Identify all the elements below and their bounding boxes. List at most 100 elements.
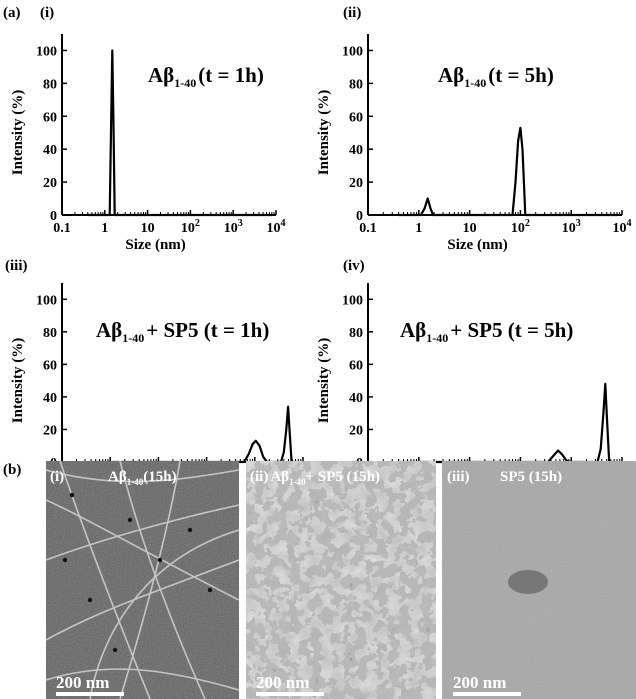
panel-label: (iii) xyxy=(5,258,28,274)
particle xyxy=(157,557,163,563)
y-axis-label: Intensity (%) xyxy=(316,338,332,423)
y-axis-label: Intensity (%) xyxy=(10,338,26,423)
tem-labels: (i) Aβ1-40(15h) 200 nm (ii) Aβ1-40+ SP5 (15h… xyxy=(50,469,562,696)
scale-bar-label: 200 nm xyxy=(56,673,109,692)
y-tick-label: 0 xyxy=(50,209,57,224)
fibril-strands xyxy=(46,461,239,699)
scale-bar xyxy=(56,692,124,696)
y-tick-label: 80 xyxy=(43,326,57,341)
x-tick-label: 103 xyxy=(224,218,243,236)
x-tick-label: 1 xyxy=(415,221,422,236)
chart-title: Aβ1-40+ SP5 (t = 5h) xyxy=(400,318,573,345)
particle xyxy=(187,527,193,533)
fibril xyxy=(46,668,239,691)
x-tick-label: 0.1 xyxy=(359,221,377,236)
fibril xyxy=(46,499,239,601)
part-a-label: (a) xyxy=(3,5,21,21)
x-tick-label: 103 xyxy=(562,218,581,236)
part-b-label: (b) xyxy=(3,462,21,478)
dark-particles xyxy=(62,492,213,653)
y-tick-label: 60 xyxy=(349,358,363,373)
y-tick-label: 40 xyxy=(43,143,57,158)
tem-panel-label: (ii) xyxy=(250,469,268,485)
x-tick-label: 104 xyxy=(267,218,286,236)
y-tick-label: 20 xyxy=(43,176,57,191)
y-tick-label: 40 xyxy=(349,391,363,406)
y-tick-label: 80 xyxy=(349,77,363,92)
x-tick-label: 1 xyxy=(101,221,108,236)
particle xyxy=(69,492,75,498)
fibril xyxy=(119,461,206,699)
scale-bar-label: 200 nm xyxy=(256,673,309,692)
y-axis-label: Intensity (%) xyxy=(10,90,26,175)
y-tick-label: 100 xyxy=(342,293,363,308)
x-axis-label: Size (nm) xyxy=(447,237,507,253)
x-tick-label: 102 xyxy=(181,218,200,236)
x-tick-exponent: 3 xyxy=(576,218,581,229)
x-tick-label: 10 xyxy=(463,221,477,236)
series-line xyxy=(398,382,618,464)
y-tick-label: 60 xyxy=(43,110,57,125)
tem-grain xyxy=(46,461,239,699)
dls-chart-1h: (i) 0 20 40 60 80 100 0.1 1 10 102 103 104 Size (nm) I… xyxy=(10,5,286,253)
x-tick-exponent: 4 xyxy=(281,218,286,229)
y-tick-label: 40 xyxy=(349,143,363,158)
x-tick-label: 102 xyxy=(511,218,530,236)
tem-grain xyxy=(246,461,436,699)
y-tick-label: 80 xyxy=(43,77,57,92)
x-tick-exponent: 3 xyxy=(238,218,243,229)
panel-label: (i) xyxy=(40,5,54,21)
tem-image-abeta-sp5-15h xyxy=(246,461,436,699)
particle xyxy=(62,557,68,563)
x-axis-label: Size (nm) xyxy=(125,237,185,253)
tem-panel-label: (i) xyxy=(50,469,64,485)
dls-chart-5h: (ii) 0 20 40 60 80 100 0.1 1 10 102 103 104 Size (nm)… xyxy=(316,5,632,253)
series-line xyxy=(398,126,618,217)
y-tick-label: 60 xyxy=(349,110,363,125)
tem-panel-label: (iii) xyxy=(447,469,470,485)
particle xyxy=(87,597,93,603)
series-line xyxy=(87,49,272,217)
y-tick-label: 20 xyxy=(349,176,363,191)
tem-title: Aβ1-40+ SP5 (15h) xyxy=(270,469,380,487)
x-tick-label: 104 xyxy=(613,218,632,236)
particle xyxy=(207,587,213,593)
scale-bar-label: 200 nm xyxy=(453,673,506,692)
panel-label: (ii) xyxy=(343,5,361,21)
x-tick-label: 0.1 xyxy=(53,221,71,236)
fibril xyxy=(59,461,151,699)
chart-title: Aβ1-40+ SP5 (t = 1h) xyxy=(96,318,269,345)
series-line xyxy=(91,405,299,464)
scale-bar xyxy=(453,692,521,696)
tem-image-abeta-15h xyxy=(46,461,239,699)
scale-bar xyxy=(256,692,324,696)
particle xyxy=(112,647,118,653)
fibril xyxy=(46,469,239,483)
x-tick-exponent: 2 xyxy=(195,218,200,229)
y-tick-label: 100 xyxy=(36,293,57,308)
y-tick-label: 20 xyxy=(43,423,57,438)
small-aggregate xyxy=(508,570,548,594)
fibril xyxy=(89,529,239,699)
x-tick-exponent: 4 xyxy=(627,218,632,229)
y-tick-label: 60 xyxy=(43,358,57,373)
x-tick-label: 10 xyxy=(141,221,155,236)
tem-title: Aβ1-40(15h) xyxy=(108,469,177,487)
y-tick-label: 80 xyxy=(349,326,363,341)
chart-title: Aβ1-40(t = 5h) xyxy=(438,63,554,90)
y-tick-label: 0 xyxy=(356,209,363,224)
y-tick-label: 100 xyxy=(36,44,57,59)
particle xyxy=(127,517,133,523)
fibril xyxy=(119,461,181,699)
panel-label: (iv) xyxy=(343,258,365,274)
tem-title: SP5 (15h) xyxy=(500,469,562,485)
x-tick-exponent: 2 xyxy=(525,218,530,229)
fibril xyxy=(46,504,239,561)
tem-image-sp5-15h xyxy=(442,461,636,699)
y-axis-label: Intensity (%) xyxy=(316,90,332,175)
chart-title: Aβ1-40(t = 1h) xyxy=(148,63,264,90)
y-tick-label: 100 xyxy=(342,44,363,59)
y-tick-label: 20 xyxy=(349,423,363,438)
y-tick-label: 40 xyxy=(43,391,57,406)
